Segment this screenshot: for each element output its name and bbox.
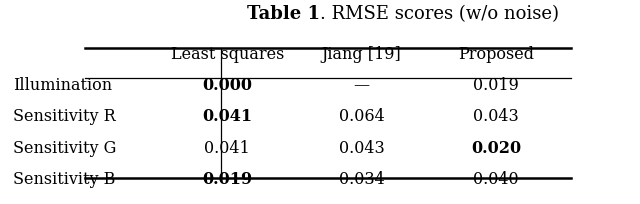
Text: 0.043: 0.043	[339, 139, 385, 156]
Text: Sensitivity R: Sensitivity R	[13, 108, 116, 125]
Text: Table 1: Table 1	[247, 5, 320, 23]
Text: Least squares: Least squares	[170, 46, 284, 63]
Text: . RMSE scores (w/o noise): . RMSE scores (w/o noise)	[320, 5, 559, 23]
Text: 0.043: 0.043	[473, 108, 519, 125]
Text: Sensitivity B: Sensitivity B	[13, 170, 115, 187]
Text: 0.064: 0.064	[339, 108, 385, 125]
Text: —: —	[353, 77, 370, 94]
Text: Sensitivity G: Sensitivity G	[13, 139, 116, 156]
Text: 0.034: 0.034	[339, 170, 385, 187]
Text: 0.040: 0.040	[473, 170, 519, 187]
Text: 0.041: 0.041	[204, 139, 250, 156]
Text: 0.000: 0.000	[202, 77, 252, 94]
Text: 0.019: 0.019	[473, 77, 519, 94]
Text: Proposed: Proposed	[458, 46, 534, 63]
Text: Jiang [19]: Jiang [19]	[322, 46, 401, 63]
Text: Illumination: Illumination	[13, 77, 112, 94]
Text: 0.041: 0.041	[202, 108, 252, 125]
Text: 0.020: 0.020	[471, 139, 521, 156]
Text: 0.019: 0.019	[202, 170, 252, 187]
